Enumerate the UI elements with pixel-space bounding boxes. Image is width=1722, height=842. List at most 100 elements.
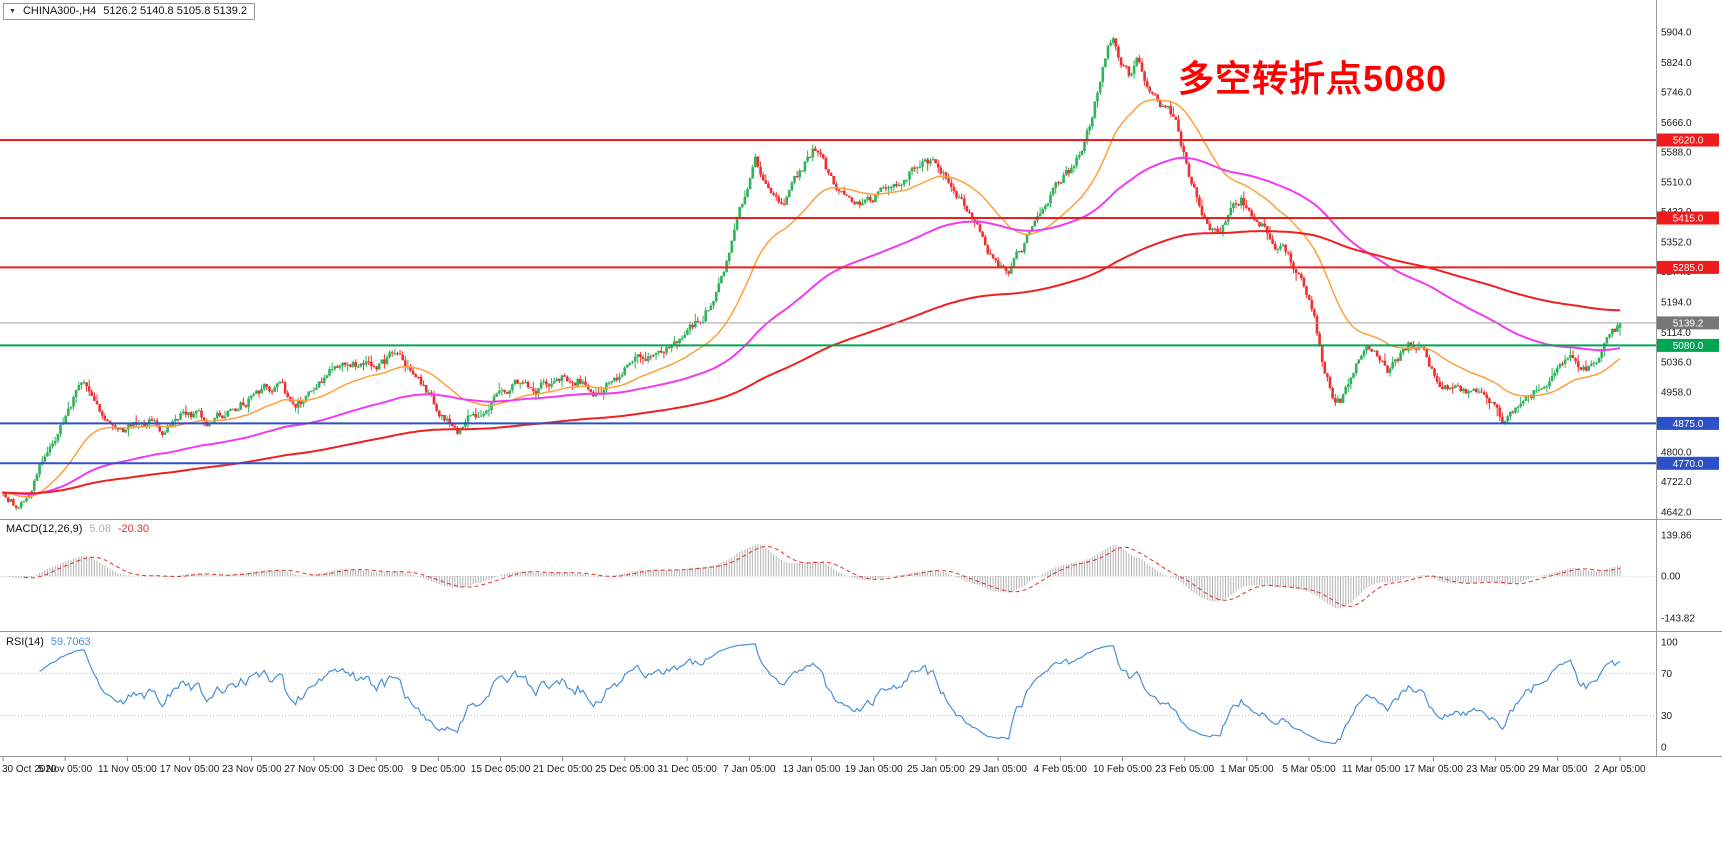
candle-body: [607, 382, 611, 384]
candle-body: [1038, 213, 1042, 217]
candle-body: [1563, 359, 1567, 364]
candle-body: [1109, 42, 1112, 46]
candle-body: [832, 176, 835, 185]
candle-body: [485, 410, 488, 414]
candle-body: [1305, 286, 1308, 295]
rsi-name: RSI(14): [6, 636, 44, 648]
candle-body: [942, 172, 945, 174]
candle-body: [1064, 170, 1068, 176]
candle-body: [882, 187, 885, 189]
candle-body: [14, 505, 18, 508]
candle-body: [1344, 386, 1347, 395]
candle-body: [738, 207, 741, 219]
candle-body: [1221, 224, 1225, 233]
candle-body: [59, 424, 62, 434]
candle-body: [1122, 65, 1125, 67]
candle-body: [892, 184, 896, 187]
candle-body: [576, 379, 579, 386]
candle-body: [727, 252, 731, 261]
candle-body: [1618, 322, 1622, 328]
candle-body: [555, 378, 559, 382]
candle-body: [566, 376, 569, 382]
candle-body: [307, 391, 310, 396]
candle-body: [77, 385, 81, 390]
candle-body: [1425, 349, 1428, 358]
candle-body: [461, 426, 465, 429]
time-axis-label: 5 Mar 05:00: [1282, 764, 1336, 775]
candle-body: [1088, 126, 1091, 131]
candle-body: [163, 432, 167, 435]
candle-body: [1017, 251, 1021, 253]
candle-body: [354, 362, 357, 367]
macd-pane[interactable]: 139.86 0.00 -143.82: [0, 520, 1722, 632]
candle-body: [1367, 346, 1371, 349]
candle-body: [1600, 351, 1603, 358]
candle-body: [1506, 416, 1509, 422]
candle-body: [1404, 348, 1408, 351]
candle-body: [477, 416, 480, 418]
candle-body: [174, 419, 177, 422]
price-axis-tick: 5824.0: [1661, 58, 1692, 69]
candle-body: [453, 426, 457, 428]
candle-body: [879, 187, 882, 192]
level-price-label-text: 4875.0: [1673, 419, 1704, 430]
candle-body: [189, 412, 193, 418]
candle-body: [1318, 333, 1321, 346]
candle-body: [503, 389, 506, 392]
candle-body: [1386, 365, 1389, 373]
candle-body: [268, 386, 271, 392]
candle-body: [1469, 390, 1473, 392]
price-axis-tick: 4642.0: [1661, 508, 1692, 519]
candle-body: [978, 224, 982, 232]
candle-body: [330, 369, 334, 371]
candle-body: [994, 258, 997, 261]
candle-body: [375, 366, 378, 370]
candle-body: [74, 389, 78, 398]
candle-body: [908, 171, 911, 180]
candle-body: [1151, 91, 1154, 94]
candle-body: [9, 499, 13, 502]
candle-body: [662, 352, 666, 354]
candle-body: [780, 202, 783, 204]
candle-body: [772, 193, 775, 195]
candle-body: [362, 363, 365, 365]
price-chart-pane[interactable]: 5904.05824.05746.05666.05588.05510.05432…: [0, 0, 1722, 520]
symbol-header-box: ▼ CHINA300-,H4 5126.2 5140.8 5105.8 5139…: [3, 3, 256, 20]
rsi-pane[interactable]: 100 70 30 0: [0, 632, 1722, 757]
candle-body: [602, 389, 606, 394]
candle-body: [508, 390, 512, 394]
candle-body: [983, 236, 987, 246]
candle-body: [1125, 65, 1128, 67]
candle-body: [704, 310, 707, 322]
candle-body: [4, 492, 7, 498]
candle-body: [1130, 73, 1133, 76]
candle-body: [918, 166, 922, 168]
candle-body: [1347, 384, 1350, 387]
chart-collapse-icon[interactable]: ▼: [9, 7, 16, 15]
candle-body: [101, 411, 104, 416]
candle-body: [1378, 356, 1381, 361]
candle-body: [1044, 205, 1047, 209]
candle-body: [560, 375, 564, 381]
candle-body: [1341, 394, 1345, 403]
candle-body: [968, 211, 971, 213]
candle-body: [1362, 350, 1366, 356]
candle-body: [1522, 400, 1525, 404]
candle-body: [1164, 105, 1167, 108]
candle-body: [312, 389, 316, 391]
candle-body: [1501, 416, 1504, 424]
candle-body: [649, 356, 653, 358]
candle-body: [1443, 385, 1447, 390]
candle-body: [417, 376, 420, 378]
candle-body: [717, 283, 721, 293]
candle-body: [262, 384, 266, 389]
candle-body: [1078, 155, 1081, 158]
time-axis-label: 17 Mar 05:00: [1404, 764, 1463, 775]
candle-body: [479, 415, 483, 417]
rsi-line: [39, 643, 1621, 745]
candle-body: [197, 410, 201, 412]
candle-body: [53, 440, 57, 444]
candle-body: [281, 381, 284, 383]
candle-body: [1049, 194, 1052, 204]
